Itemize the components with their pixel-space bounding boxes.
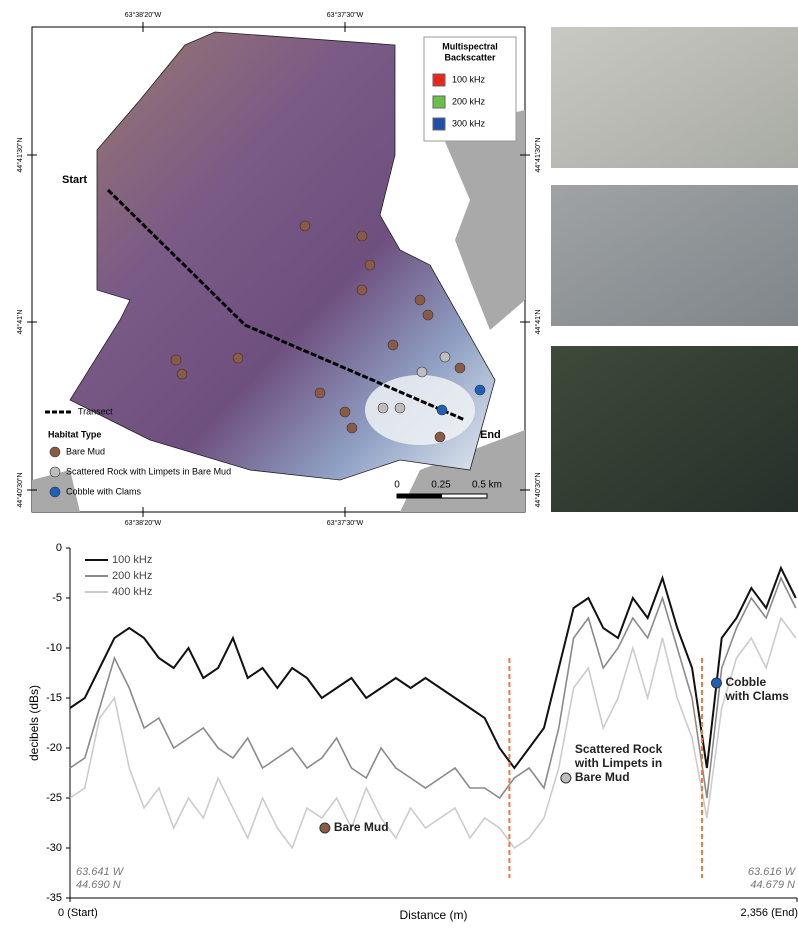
annotation-text: Scattered Rock	[575, 742, 663, 756]
annotation-marker	[711, 678, 721, 688]
annotation-text: Bare Mud	[575, 770, 630, 784]
series-line	[70, 578, 796, 798]
sample-point	[357, 231, 367, 241]
y-tick-label: -35	[46, 892, 62, 904]
corner-label: 63.641 W	[76, 866, 125, 878]
scale-label: 0.5 km	[472, 480, 502, 491]
legend-swatch	[433, 118, 445, 130]
sample-point	[437, 405, 447, 415]
x-tick-label: 2,356 (End)	[741, 907, 798, 919]
corner-label: 44.679 N	[750, 879, 795, 891]
scale-label: 0.25	[431, 480, 451, 491]
y-tick-label: -15	[46, 692, 62, 704]
annotation-text: with Limpets in	[574, 756, 662, 770]
annotation-marker	[561, 773, 571, 783]
sample-point	[300, 221, 310, 231]
legend-label: Bare Mud	[66, 446, 105, 456]
sample-point	[388, 340, 398, 350]
scale-label: 0	[394, 480, 400, 491]
sample-point	[455, 363, 465, 373]
sample-point	[475, 385, 485, 395]
sample-point	[378, 403, 388, 413]
coord-label: 63°38'20"W	[125, 11, 162, 19]
sample-point	[395, 403, 405, 413]
chart: 0 -5 -10 -15 -20 -25 -30 -35 0 (Start) 2,356 (End…	[27, 542, 798, 922]
sample-point	[315, 388, 325, 398]
legend-label: 200 kHz	[452, 96, 486, 106]
legend-title: Habitat Type	[48, 429, 101, 439]
y-tick-label: 0	[56, 542, 62, 554]
legend-marker	[50, 467, 60, 477]
corner-label: 63.616 W	[748, 866, 797, 878]
legend-label: 300 kHz	[452, 118, 486, 128]
legend-swatch	[433, 74, 445, 86]
sample-point	[340, 407, 350, 417]
annotation-marker	[320, 823, 330, 833]
sample-point	[415, 295, 425, 305]
coord-label: 44°41'N	[16, 310, 24, 335]
coord-label: 63°37'30"W	[327, 519, 364, 527]
coord-label: 63°37'30"W	[327, 11, 364, 19]
coord-label: 44°40'30"N	[534, 472, 542, 507]
annotation-text: Bare Mud	[334, 820, 389, 834]
annotation-text: Cobble	[725, 675, 766, 689]
sample-point	[357, 285, 367, 295]
y-tick-label: -5	[52, 592, 62, 604]
photo	[551, 346, 798, 512]
sample-point	[440, 352, 450, 362]
legend-title: Multispectral	[442, 41, 498, 51]
legend-label: 400 kHz	[112, 586, 152, 598]
legend-label: 100 kHz	[112, 554, 152, 566]
corner-label: 44.690 N	[76, 879, 121, 891]
y-tick-label: -20	[46, 742, 62, 754]
coord-label: 44°41'30"N	[16, 137, 24, 172]
coord-label: 44°40'30"N	[16, 472, 24, 507]
start-label: Start	[62, 174, 87, 186]
y-tick-label: -25	[46, 792, 62, 804]
legend-title: Backscatter	[444, 52, 496, 62]
series-line	[70, 568, 796, 768]
photo	[551, 185, 798, 326]
coord-label: 44°41'N	[534, 310, 542, 335]
legend-swatch	[433, 96, 445, 108]
annotation-text: with Clams	[724, 689, 789, 703]
figure: 63°38'20"W 63°37'30"W 63°38'20"W 63°37'30"W…	[0, 0, 798, 923]
x-tick-label: 0 (Start)	[58, 907, 98, 919]
legend-label: Cobble with Clams	[66, 486, 142, 496]
coord-label: 44°41'30"N	[534, 137, 542, 172]
sample-point	[171, 355, 181, 365]
legend-label: 100 kHz	[452, 74, 486, 84]
legend-label: Transect	[78, 406, 113, 416]
page: 63°38'20"W 63°37'30"W 63°38'20"W 63°37'30"W…	[0, 0, 798, 928]
sample-point	[365, 260, 375, 270]
sample-point	[233, 353, 243, 363]
photo	[551, 27, 798, 168]
coord-label: 63°38'20"W	[125, 519, 162, 527]
sample-point	[435, 432, 445, 442]
sample-point	[177, 369, 187, 379]
legend-marker	[50, 447, 60, 457]
x-axis-label: Distance (m)	[399, 908, 467, 922]
end-label: End	[480, 429, 501, 441]
legend-label: Scattered Rock with Limpets in Bare Mud	[66, 466, 231, 476]
legend-label: 200 kHz	[112, 570, 152, 582]
legend-marker	[50, 487, 60, 497]
y-axis-label: decibels (dBs)	[27, 685, 41, 761]
y-tick-label: -10	[46, 642, 62, 654]
sample-point	[417, 367, 427, 377]
sample-point	[423, 310, 433, 320]
sample-point	[347, 423, 357, 433]
y-tick-label: -30	[46, 842, 62, 854]
scale-bar	[397, 494, 442, 498]
